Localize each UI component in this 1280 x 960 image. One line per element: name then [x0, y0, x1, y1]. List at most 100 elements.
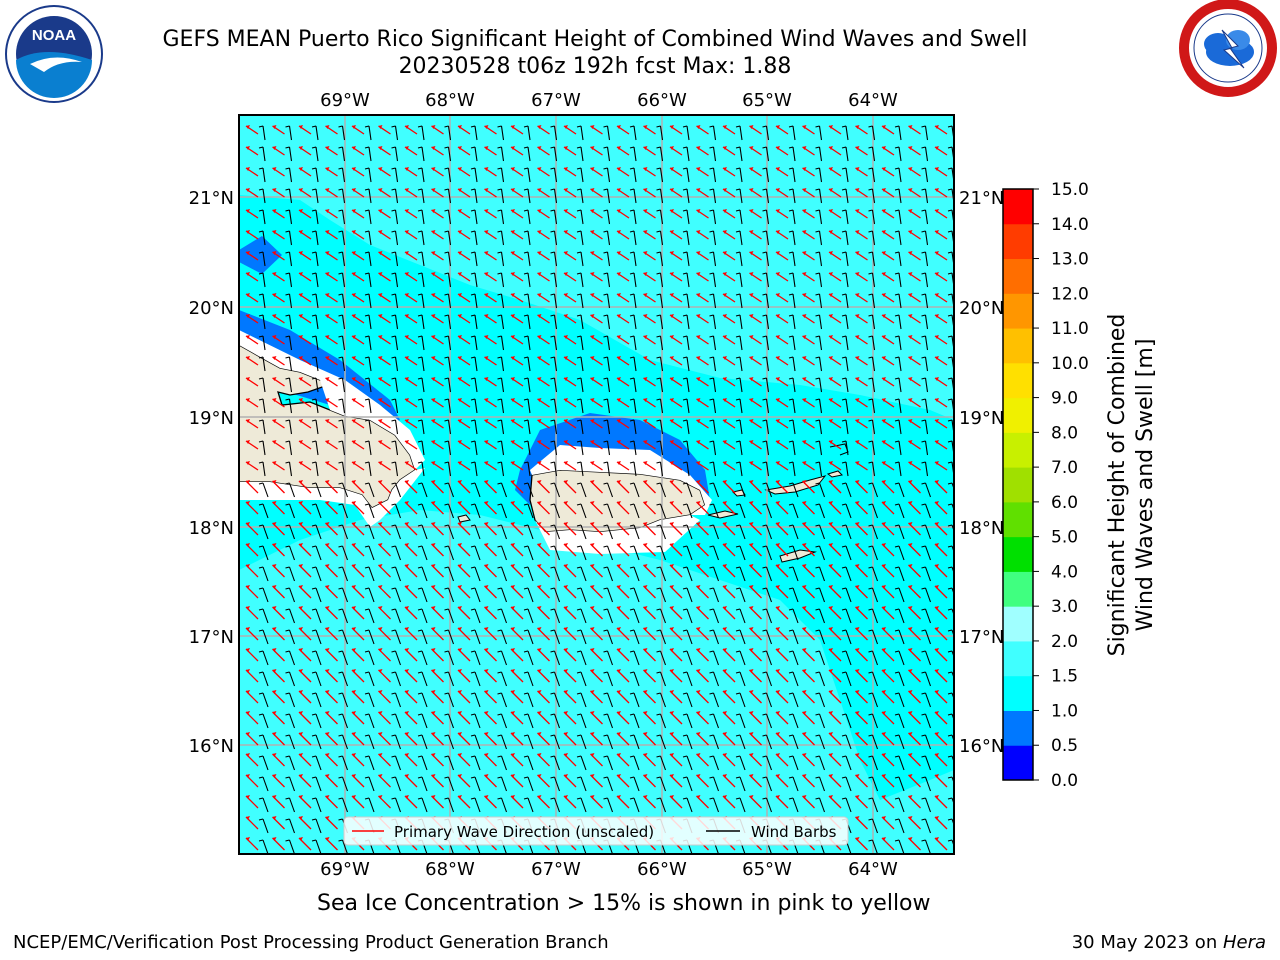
- title-line-1: GEFS MEAN Puerto Rico Significant Height…: [162, 27, 1028, 52]
- wave-arrow-head: [590, 753, 595, 757]
- wind-barb: [444, 356, 452, 372]
- wind-barb: [815, 776, 826, 792]
- wave-arrow-head: [696, 356, 701, 360]
- wind-barb: [364, 251, 372, 267]
- wind-barb: [391, 251, 399, 267]
- wave-arrow-head: [537, 188, 542, 192]
- wave-arrow-head: [431, 795, 436, 799]
- wind-barb: [364, 650, 375, 666]
- wave-arrow-head: [935, 188, 939, 192]
- wind-barb: [947, 608, 954, 617]
- wind-barb: [444, 587, 455, 603]
- wind-barb: [921, 377, 929, 393]
- wave-arrow-head: [749, 377, 754, 381]
- wave-arrow-head: [458, 606, 462, 610]
- wave-arrow-head: [749, 480, 754, 484]
- wave-arrow-head: [776, 125, 780, 129]
- wave-arrow-head: [325, 167, 330, 171]
- wave-arrow-head: [431, 335, 436, 339]
- wave-arrow-head: [378, 440, 383, 444]
- wind-barb: [682, 356, 690, 372]
- wind-barb: [550, 713, 561, 729]
- wind-barb: [682, 125, 690, 141]
- wave-arrow-head: [299, 419, 303, 423]
- wave-arrow-head: [723, 585, 727, 589]
- wind-barb: [841, 797, 852, 813]
- wave-arrow-head: [617, 419, 621, 423]
- wind-barb: [285, 398, 293, 414]
- colorbar-tick-label: 12.0: [1051, 284, 1089, 304]
- wind-barb: [682, 650, 693, 666]
- wind-barb: [815, 230, 823, 246]
- wave-arrow-head: [643, 543, 648, 547]
- wave-arrow-head: [458, 753, 462, 757]
- wave-arrow-head: [484, 272, 489, 276]
- wave-arrow-head: [484, 377, 489, 381]
- wind-barb: [656, 797, 667, 813]
- wave-arrow-head: [272, 251, 277, 255]
- wave-arrow-head: [908, 690, 913, 694]
- wind-barb: [762, 545, 773, 561]
- wind-barb: [735, 776, 746, 792]
- wave-arrow-head: [908, 146, 913, 150]
- wave-arrow-head: [643, 690, 648, 694]
- wind-barb: [894, 713, 905, 729]
- wave-arrow-head: [511, 167, 515, 171]
- wave-arrow-head: [511, 230, 515, 234]
- wave-arrow-head: [378, 480, 383, 484]
- wave-arrow-head: [590, 419, 595, 423]
- wind-barb: [391, 293, 399, 309]
- wind-barb: [815, 587, 826, 603]
- wave-arrow-head: [882, 377, 886, 381]
- wind-barb: [682, 293, 690, 309]
- wave-arrow-head: [431, 774, 436, 778]
- wave-arrow-head: [564, 606, 568, 610]
- wind-barb: [497, 167, 505, 183]
- wind-barb: [735, 272, 743, 288]
- wave-arrow-head: [829, 669, 833, 673]
- wave-arrow-head: [617, 543, 621, 547]
- colorbar-tick-label: 0.5: [1051, 736, 1078, 756]
- wind-barb: [603, 251, 611, 267]
- wind-barb: [788, 293, 796, 309]
- wave-arrow-head: [246, 774, 250, 778]
- wave-arrow-head: [696, 398, 701, 402]
- wave-arrow-head: [272, 774, 277, 778]
- wind-barb: [576, 188, 584, 204]
- wind-barb: [921, 734, 932, 750]
- wave-arrow-head: [776, 501, 780, 505]
- wind-barb: [894, 839, 905, 854]
- wave-arrow-head: [272, 627, 277, 631]
- wave-arrow-head: [405, 419, 409, 423]
- wave-arrow-head: [696, 480, 701, 484]
- wind-barb: [550, 209, 558, 225]
- wave-arrow-head: [378, 648, 383, 652]
- wave-arrow-head: [325, 564, 330, 568]
- wave-arrow-head: [325, 335, 330, 339]
- wave-arrow-head: [325, 501, 330, 505]
- wave-arrow-head: [511, 543, 515, 547]
- wave-arrow-head: [246, 461, 250, 465]
- wave-arrow-head: [458, 440, 462, 444]
- wave-arrow-head: [723, 230, 727, 234]
- wind-barb: [603, 461, 611, 477]
- wave-arrow-head: [935, 816, 939, 820]
- wind-barb: [603, 314, 611, 330]
- wind-barb: [735, 125, 743, 141]
- wave-arrow-head: [378, 627, 383, 631]
- wave-arrow-head: [723, 272, 727, 276]
- wave-arrow-head: [617, 648, 621, 652]
- wind-barb: [576, 377, 584, 393]
- wave-arrow-head: [378, 774, 383, 778]
- wind-barb: [258, 713, 269, 729]
- wave-arrow-head: [882, 461, 886, 465]
- wave-arrow-head: [484, 543, 489, 547]
- wind-barb: [656, 146, 664, 162]
- wave-arrow-head: [723, 461, 727, 465]
- wind-barb: [921, 755, 932, 771]
- wind-barb: [894, 629, 905, 645]
- wind-barb: [285, 293, 293, 309]
- wave-arrow-head: [723, 209, 727, 213]
- wind-barb: [762, 461, 770, 477]
- wave-arrow-head: [643, 753, 648, 757]
